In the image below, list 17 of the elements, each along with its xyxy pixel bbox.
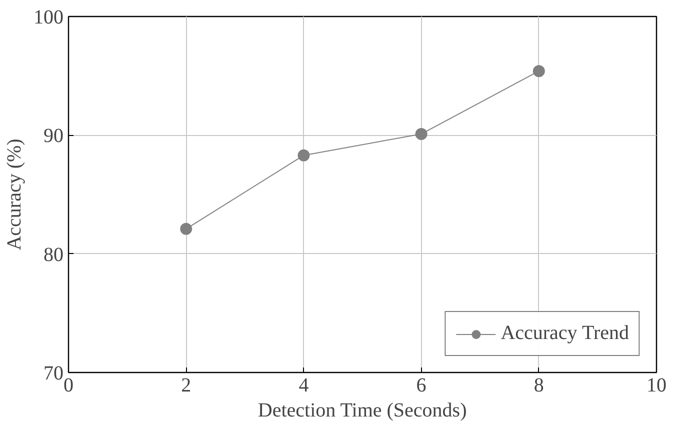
x-tick-label: 10 xyxy=(646,374,666,396)
y-tick-label: 90 xyxy=(44,125,64,148)
point xyxy=(180,222,192,235)
x-axis-title: Detection Time (Seconds) xyxy=(258,400,467,422)
x-tick-label: 2 xyxy=(181,374,192,396)
y-tick-label: 100 xyxy=(34,6,64,28)
y-tick-label: 80 xyxy=(44,244,64,266)
y-tick-label: 70 xyxy=(44,362,64,384)
x-tick-label: 4 xyxy=(298,374,309,396)
legend-label: Accuracy Trend xyxy=(500,322,629,345)
point xyxy=(532,65,545,78)
x-tick-label: 8 xyxy=(534,374,544,396)
point xyxy=(415,128,428,140)
x-tick-label: 0 xyxy=(64,374,74,396)
y-axis-title: Accuracy (%) xyxy=(4,138,26,250)
point xyxy=(298,149,310,162)
x-tick-label: 6 xyxy=(416,374,426,396)
